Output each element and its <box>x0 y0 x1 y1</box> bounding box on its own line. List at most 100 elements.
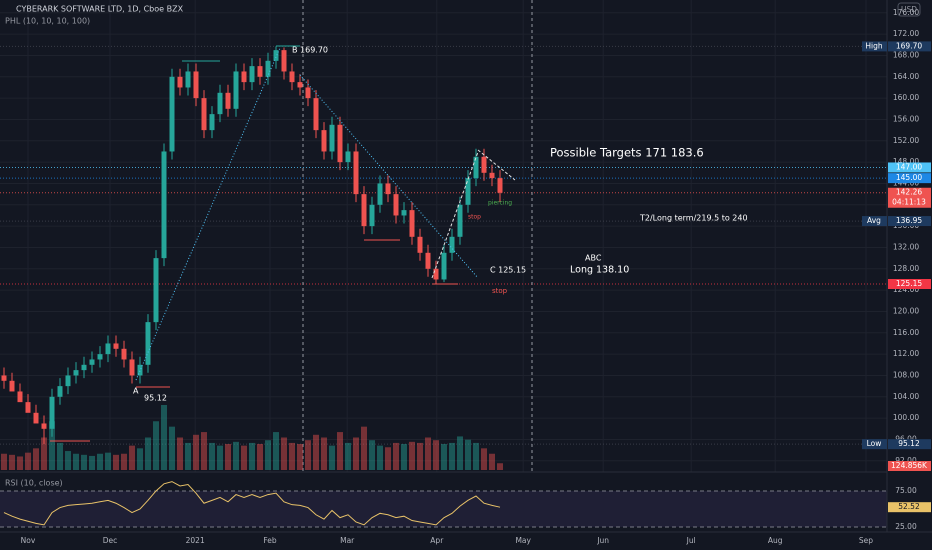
candle-body <box>57 386 63 397</box>
candle-body <box>473 156 479 179</box>
candle-body <box>81 364 87 371</box>
volume-bar <box>41 437 47 470</box>
candle-body <box>145 322 151 365</box>
annotation: A <box>133 387 139 396</box>
price-label: 169.70 <box>896 41 922 50</box>
x-tick-label: Sep <box>859 536 873 545</box>
rsi-pane <box>0 472 887 550</box>
volume-bar <box>273 432 279 470</box>
candle-body <box>137 364 143 376</box>
rsi-tick-label: 25.00 <box>895 522 917 531</box>
volume-bar <box>361 426 367 470</box>
annotation: Possible Targets 171 183.6 <box>550 146 704 160</box>
volume-bar <box>161 405 167 470</box>
volume-label: 124.856K <box>891 461 928 470</box>
candle-body <box>297 82 303 88</box>
candle-body <box>433 268 439 280</box>
volume-bar <box>129 445 135 470</box>
candle-body <box>345 151 351 163</box>
candle-body <box>73 370 79 376</box>
candle-body <box>153 258 159 323</box>
price-label-box <box>888 439 931 450</box>
volume-bar <box>89 455 95 470</box>
price-label-box <box>888 41 931 52</box>
y-tick-label: 152.00 <box>893 136 919 145</box>
volume-bar <box>73 453 79 470</box>
volume-bar <box>473 442 479 470</box>
price-label: 95.12 <box>898 439 920 448</box>
x-tick-label: Aug <box>768 536 783 545</box>
volume-bar <box>241 445 247 470</box>
y-tick-label: 124.00 <box>893 285 919 294</box>
candle-body <box>289 71 295 83</box>
candle-body <box>193 71 199 99</box>
y-tick-label: 168.00 <box>893 50 919 59</box>
candle-body <box>329 124 335 152</box>
y-tick-label: 104.00 <box>893 392 919 401</box>
annotation: ABC <box>585 254 602 263</box>
price-name: High <box>865 41 882 50</box>
price-label: 125.15 <box>896 279 922 288</box>
volume-bar <box>9 454 15 470</box>
volume-bar <box>113 454 119 470</box>
volume-bar <box>121 453 127 470</box>
volume-bar <box>401 444 407 470</box>
candle-body <box>449 236 455 253</box>
rsi-band <box>0 490 887 528</box>
volume-bar <box>137 448 143 470</box>
price-axis <box>887 0 932 550</box>
candle-body <box>257 66 263 77</box>
candle-body <box>185 71 191 88</box>
annotation: T2/Long term/219.5 to 240 <box>639 214 748 223</box>
y-tick-label: 160.00 <box>893 93 919 102</box>
currency-box[interactable] <box>897 2 921 17</box>
y-tick-label: 156.00 <box>893 114 919 123</box>
x-tick-label: Apr <box>430 536 444 545</box>
price-name-box <box>862 439 887 450</box>
volume-bar <box>233 441 239 470</box>
candle-body <box>17 391 23 403</box>
volume-bar <box>393 442 399 470</box>
volume-bar <box>17 456 23 470</box>
price-label-box <box>888 187 931 208</box>
y-tick-label: 100.00 <box>893 413 919 422</box>
volume-bar <box>489 453 495 470</box>
axes: 92.00 96.00 100.00 104.00 108.00 112.00 116.00… <box>21 8 931 545</box>
volume-bar <box>225 444 231 470</box>
rsi <box>0 481 887 528</box>
price-label: 142.26 <box>896 188 922 197</box>
price-label: 145.00 <box>896 173 922 182</box>
candle-body <box>1 375 7 381</box>
candle-body <box>41 423 47 429</box>
volume-bar <box>33 448 39 470</box>
candle-body <box>33 412 39 424</box>
volume-bar <box>201 432 207 470</box>
candle-body <box>233 71 239 109</box>
candle-body <box>217 92 223 115</box>
currency[interactable]: USD <box>901 5 917 14</box>
candle-body <box>273 50 279 61</box>
candle-body <box>401 210 407 216</box>
volume-bar <box>313 434 319 470</box>
candle-body <box>121 348 127 360</box>
annotation: C 125.15 <box>490 266 526 275</box>
volume-bar <box>425 437 431 470</box>
candle-body <box>225 92 231 109</box>
volume-bar <box>305 440 311 470</box>
rsi-last-label: 52.52 <box>898 502 920 511</box>
y-tick-label: 96.00 <box>895 434 917 443</box>
volume-bar <box>257 444 263 470</box>
x-tick-label: Nov <box>21 536 36 545</box>
trend-line <box>135 47 281 381</box>
y-tick-label: 176.00 <box>893 8 919 17</box>
rsi-tick-label: 75.00 <box>895 486 917 495</box>
volume-bar <box>97 453 103 470</box>
annotation: piercing <box>488 200 512 207</box>
candle-body <box>113 343 119 349</box>
volume-bar <box>457 436 463 470</box>
candle-body <box>489 172 495 179</box>
y-tick-label: 128.00 <box>893 264 919 273</box>
rsi-label-box <box>888 502 931 513</box>
candle-body <box>281 50 287 72</box>
price-label: 136.95 <box>896 216 922 225</box>
